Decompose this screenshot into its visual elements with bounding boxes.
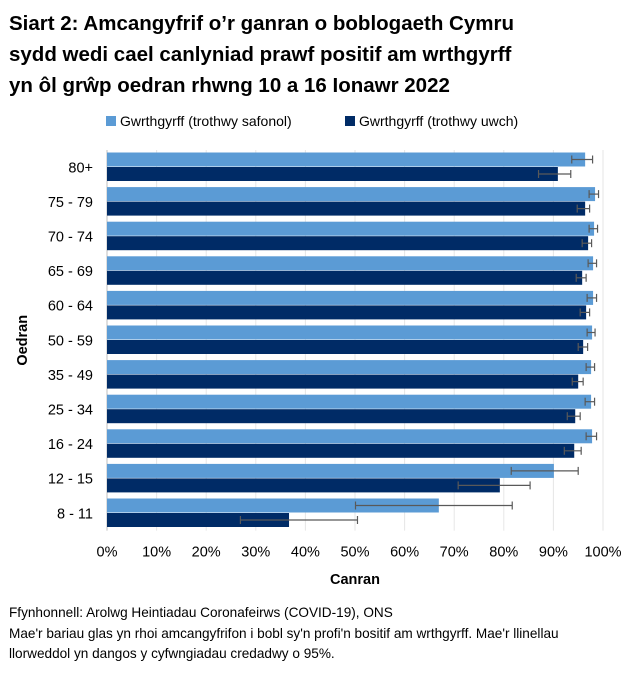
bar (107, 340, 584, 354)
bar (107, 187, 596, 202)
y-tick-label: 75 - 79 (48, 195, 93, 211)
x-axis-title: Canran (330, 572, 380, 588)
y-tick-label: 80+ (68, 160, 93, 176)
bar (107, 290, 594, 305)
x-tick-label: 60% (390, 545, 419, 561)
bar (107, 305, 587, 320)
bar (107, 360, 592, 375)
bar (107, 478, 500, 493)
note-line: llorweddol yn dangos y cyfwngiadau creda… (9, 646, 335, 661)
source-note: Ffynhonnell: Arolwg Heintiadau Coronafei… (9, 605, 393, 620)
x-tick-label: 50% (340, 545, 369, 561)
bar (107, 394, 592, 409)
y-tick-label: 12 - 15 (48, 472, 93, 488)
y-axis-title: Oedran (15, 315, 31, 366)
x-tick-label: 80% (489, 545, 518, 561)
y-tick-label: 65 - 69 (48, 264, 93, 280)
bar (107, 409, 576, 424)
bar (107, 256, 594, 271)
chart-title-line: yn ôl grŵp oedran rhwng 10 a 16 Ionawr 2… (9, 74, 450, 97)
legend-swatch (106, 116, 116, 126)
y-tick-label: 70 - 74 (48, 230, 93, 246)
y-tick-label: 8 - 11 (57, 506, 93, 522)
bar (107, 167, 558, 181)
y-tick-label: 50 - 59 (48, 333, 93, 349)
legend-label: Gwrthgyrff (trothwy safonol) (120, 113, 292, 129)
legend-swatch (345, 116, 355, 126)
x-tick-label: 40% (291, 545, 320, 561)
bar (107, 513, 290, 527)
x-tick-label: 0% (97, 545, 118, 561)
legend-label: Gwrthgyrff (trothwy uwch) (359, 113, 519, 129)
bar-chart: 0% 10% 20% 30% 40% 50% 60% 70% 80% 90% 100% 80+ 75 -… (15, 150, 622, 588)
x-tick-label: 100% (584, 545, 621, 561)
legend-item-high: Gwrthgyrff (trothwy uwch) (345, 113, 518, 129)
bar (107, 443, 575, 458)
x-tick-label: 70% (440, 545, 469, 561)
x-tick-label: 90% (539, 545, 568, 561)
bar (107, 152, 586, 167)
chart-title: Siart 2: Amcangyfrif o’r ganran o boblog… (9, 8, 639, 101)
x-tick-label: 10% (142, 545, 171, 561)
bar (107, 201, 586, 216)
note-line: Mae'r bariau glas yn rhoi amcangyfrifon … (9, 625, 559, 641)
bar (107, 270, 583, 285)
bar (107, 221, 595, 236)
chart-title-line: Siart 2: Amcangyfrif o’r ganran o boblog… (9, 12, 514, 35)
x-tick-label: 20% (192, 545, 221, 561)
y-tick-label: 60 - 64 (48, 299, 93, 315)
x-tick-label: 30% (241, 545, 270, 561)
bar (107, 374, 579, 389)
footnotes: Ffynhonnell: Arolwg Heintiadau Coronafei… (9, 603, 639, 665)
legend-item-standard: Gwrthgyrff (trothwy safonol) (106, 113, 292, 129)
y-tick-label: 16 - 24 (48, 437, 93, 453)
bar (107, 236, 589, 251)
bar (107, 463, 554, 478)
bar (107, 429, 593, 444)
y-tick-label: 25 - 34 (48, 403, 93, 419)
chart-title-line: sydd wedi cael canlyniad prawf positif a… (9, 43, 512, 66)
y-tick-label: 35 - 49 (48, 368, 93, 384)
bar (107, 325, 593, 340)
